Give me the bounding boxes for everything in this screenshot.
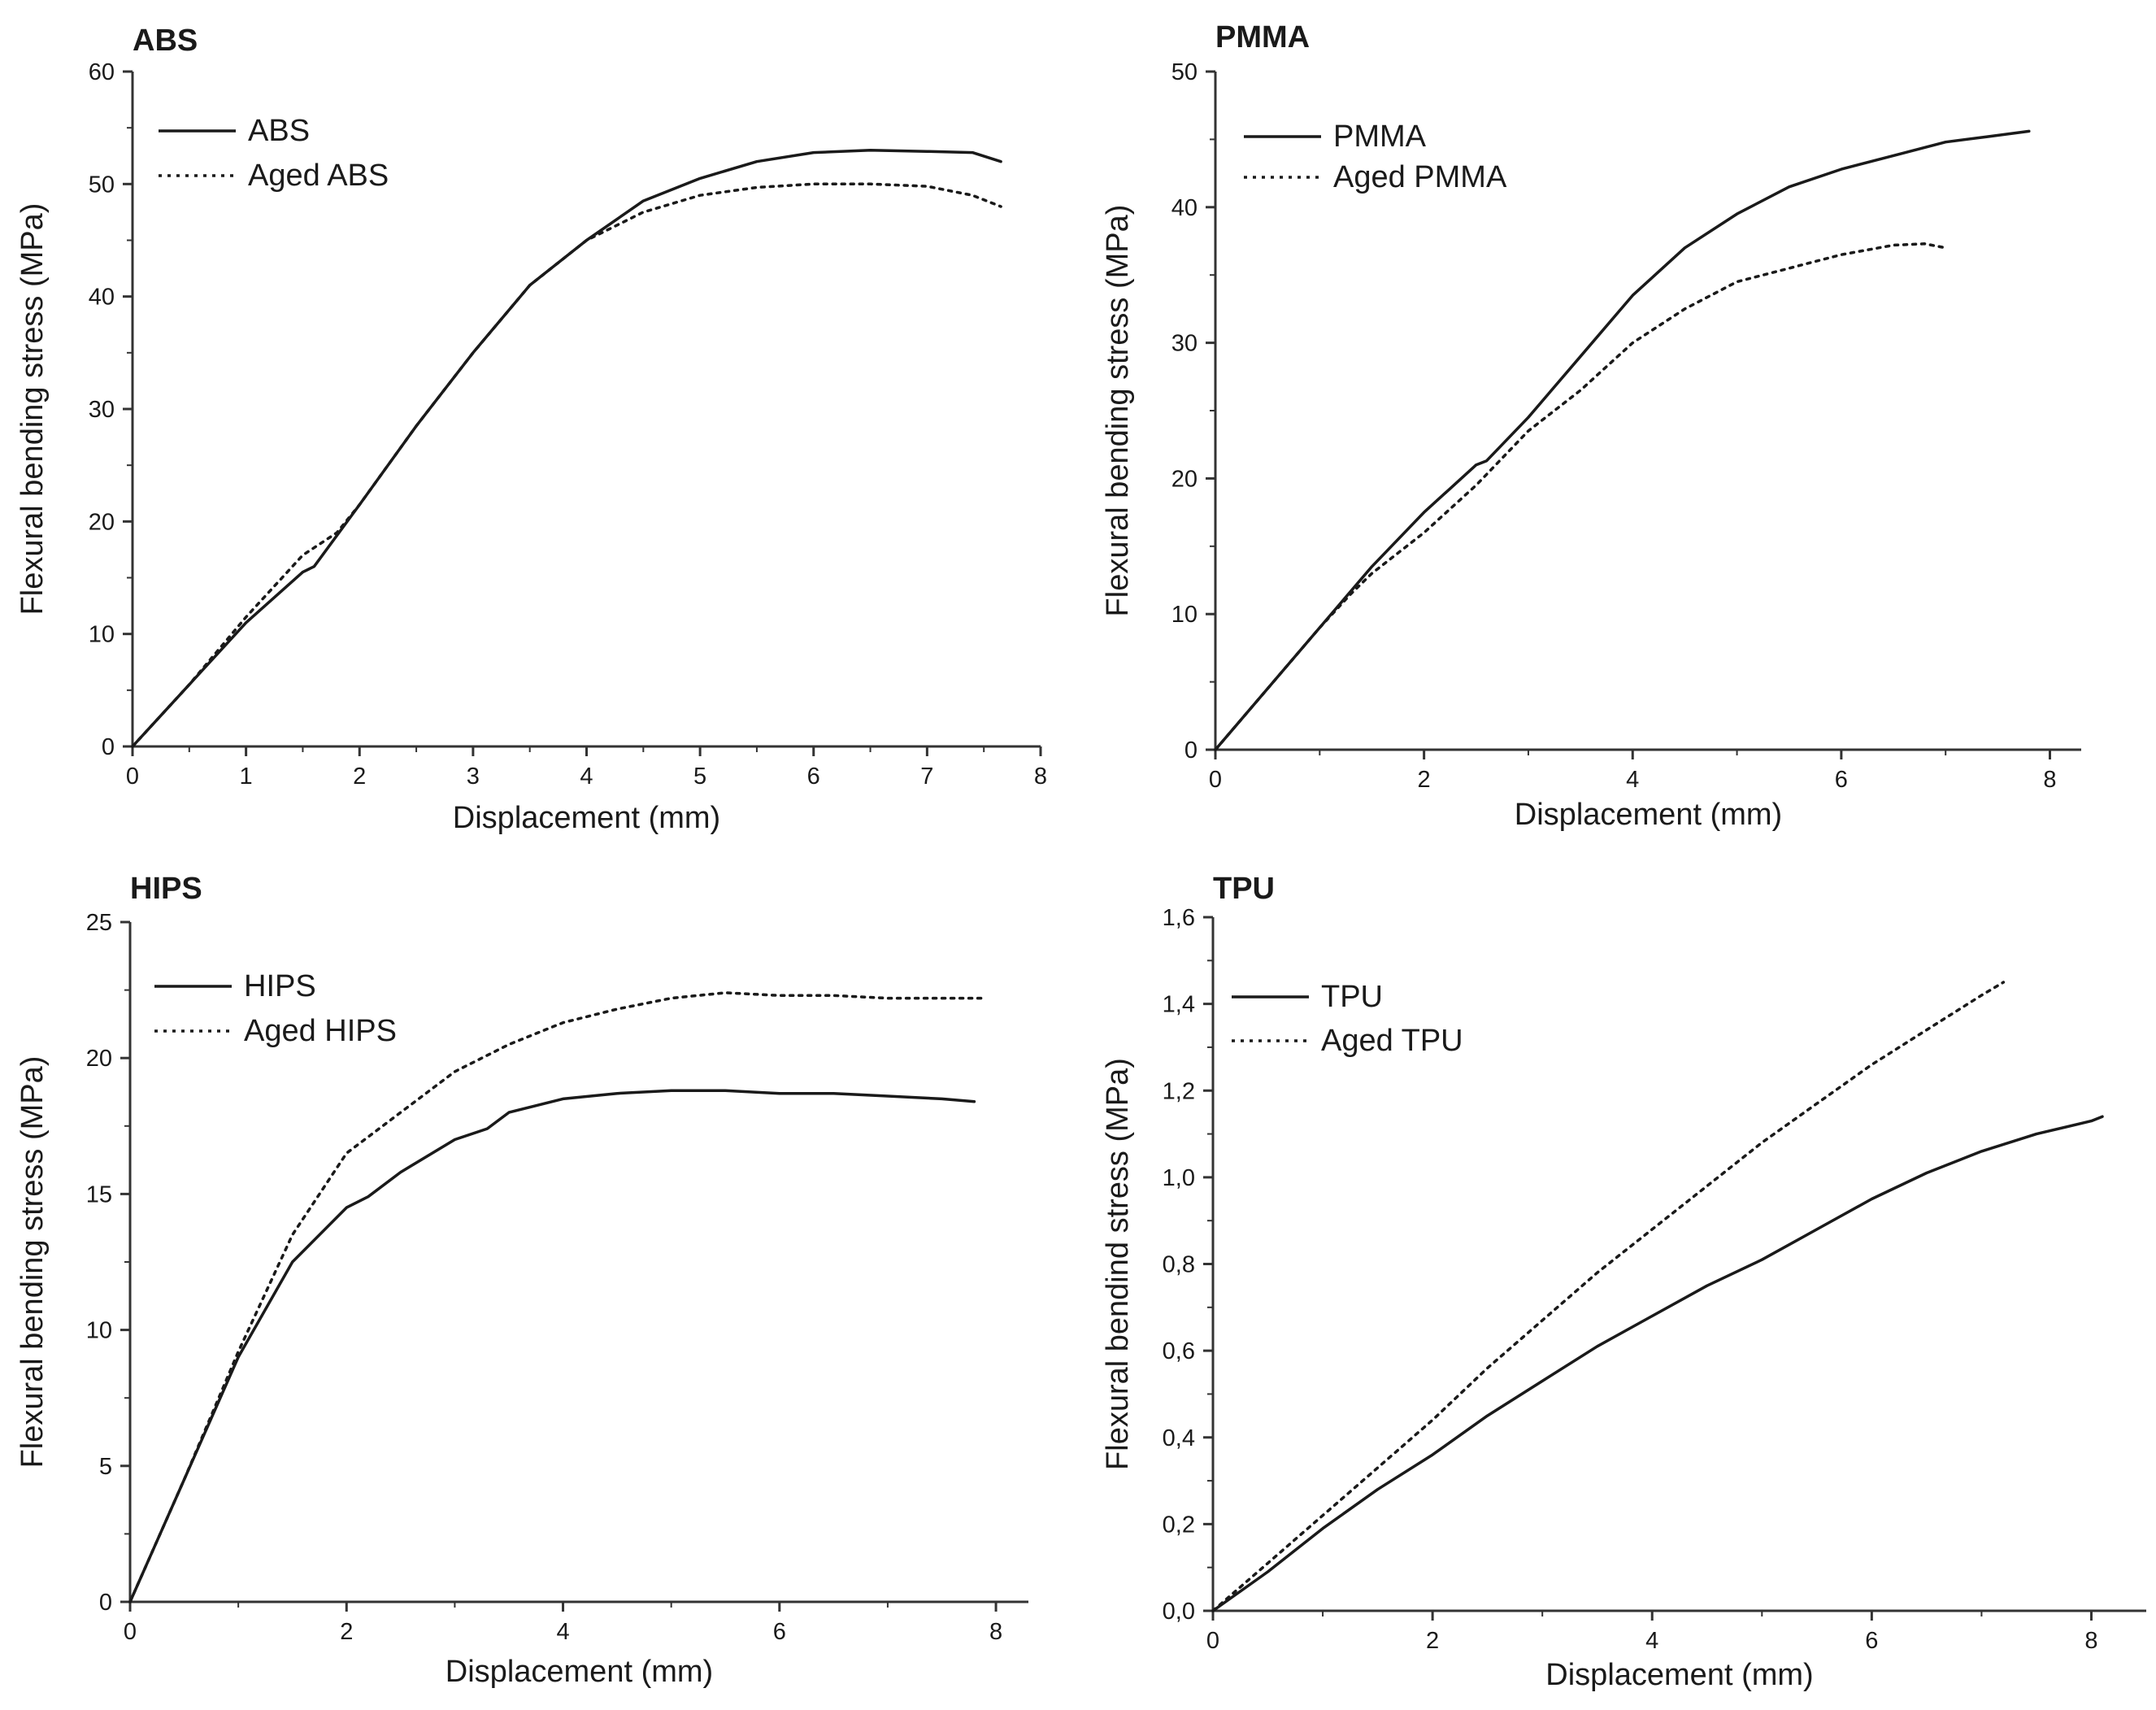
x-tick-label: 1 [240,764,253,790]
x-tick-label: 6 [773,1619,786,1645]
series-line-aged-pmma [1214,242,1947,751]
y-tick-label: 10 [86,1318,112,1344]
legend-label: PMMA [1333,120,1427,154]
chart-title: ABS [133,24,198,58]
x-tick-label: 8 [1034,764,1047,790]
x-tick-label: 6 [807,764,820,790]
x-tick-label: 4 [556,1619,569,1645]
x-tick-label: 0 [1209,767,1222,793]
chart-title: HIPS [130,872,202,906]
x-tick-label: 2 [353,764,366,790]
chart-panel-pmma: PMMA 0 2 4 6 8 0 10 20 30 40 50 Displacement (mm) Fle… [1101,20,2081,832]
legend-label: ABS [248,114,310,148]
x-axis-title: Displacement (mm) [1545,1658,1813,1692]
x-tick-label: 6 [1865,1628,1878,1654]
chart-panel-hips: HIPS 0 2 4 6 8 0 5 10 15 20 25 Displacement (mm) Flex… [15,872,1028,1689]
y-tick-label: 50 [89,172,115,198]
x-tick-label: 7 [920,764,933,790]
x-tick-label: 8 [2084,1628,2097,1654]
legend-label: Aged HIPS [244,1014,397,1048]
y-tick-label: 1,6 [1163,905,1195,931]
x-tick-label: 4 [1645,1628,1658,1654]
x-tick-label: 3 [467,764,480,790]
y-tick-label: 0 [102,734,115,760]
y-tick-label: 1,4 [1163,992,1195,1018]
chart-panel-tpu: TPU 0 2 4 6 8 0,0 0,2 0,4 0,6 0,8 1,0 1,2 1,4 1,6 Displ… [1101,872,2146,1692]
y-axis-title: Flexural bending stress (MPa) [1101,205,1135,617]
x-tick-label: 2 [1426,1628,1439,1654]
x-tick-label: 0 [126,764,139,790]
y-tick-label: 20 [86,1046,112,1072]
series-line-pmma [1214,129,2031,751]
chart-title: PMMA [1215,20,1310,54]
y-tick-label: 1,0 [1163,1165,1195,1191]
y-tick-label: 50 [1171,59,1198,85]
y-tick-label: 60 [89,59,115,85]
x-tick-label: 0 [1206,1628,1219,1654]
series-line-hips [128,1089,976,1603]
y-tick-label: 10 [89,622,115,648]
y-tick-label: 20 [89,509,115,535]
y-tick-label: 15 [86,1181,112,1207]
x-tick-label: 0 [124,1619,137,1645]
x-tick-label: 6 [1835,767,1848,793]
x-tick-label: 4 [580,764,593,790]
legend-label: TPU [1321,980,1383,1014]
y-tick-label: 5 [99,1454,112,1480]
y-tick-label: 40 [89,285,115,311]
y-tick-label: 0,2 [1163,1512,1195,1538]
y-axis-title: Flexural bending stress (MPa) [15,203,50,616]
x-axis-title: Displacement (mm) [1515,798,1782,832]
chart-title: TPU [1213,872,1275,906]
series-line-aged-abs [131,182,1002,748]
x-tick-label: 2 [1418,767,1431,793]
x-axis-title: Displacement (mm) [446,1655,713,1689]
legend-label: HIPS [244,969,316,1003]
y-axis-title: Flexural bendind stress (MPa) [1101,1058,1135,1470]
y-tick-label: 30 [89,397,115,423]
legend-label: Aged ABS [248,159,389,193]
x-tick-label: 4 [1626,767,1639,793]
y-tick-label: 0,6 [1163,1338,1195,1364]
series-line-aged-hips [128,991,987,1603]
legend-label: Aged TPU [1321,1024,1463,1058]
x-tick-label: 8 [2043,767,2056,793]
x-axis-title: Displacement (mm) [453,801,720,835]
y-tick-label: 1,2 [1163,1078,1195,1104]
y-tick-label: 0,0 [1163,1599,1195,1625]
legend-label: Aged PMMA [1333,160,1507,194]
series-line-abs [131,149,1002,748]
y-tick-label: 25 [86,910,112,936]
y-tick-label: 0,8 [1163,1252,1195,1278]
series-line-tpu [1211,1115,2104,1612]
y-tick-label: 30 [1171,331,1198,357]
y-tick-label: 20 [1171,466,1198,492]
y-tick-label: 0 [1184,738,1198,764]
series-line-aged-tpu [1211,981,2006,1612]
y-tick-label: 10 [1171,602,1198,628]
y-tick-label: 40 [1171,195,1198,221]
y-tick-label: 0,4 [1163,1425,1195,1451]
y-tick-label: 0 [99,1590,112,1616]
x-tick-label: 8 [989,1619,1002,1645]
x-tick-label: 5 [693,764,706,790]
y-axis-title: Flexural bending stress (MPa) [15,1056,50,1469]
x-tick-label: 2 [340,1619,353,1645]
chart-panel-abs: ABS 0 1 2 3 4 5 6 7 8 0 10 20 30 40 50 60 Displacement (m… [15,24,1047,835]
